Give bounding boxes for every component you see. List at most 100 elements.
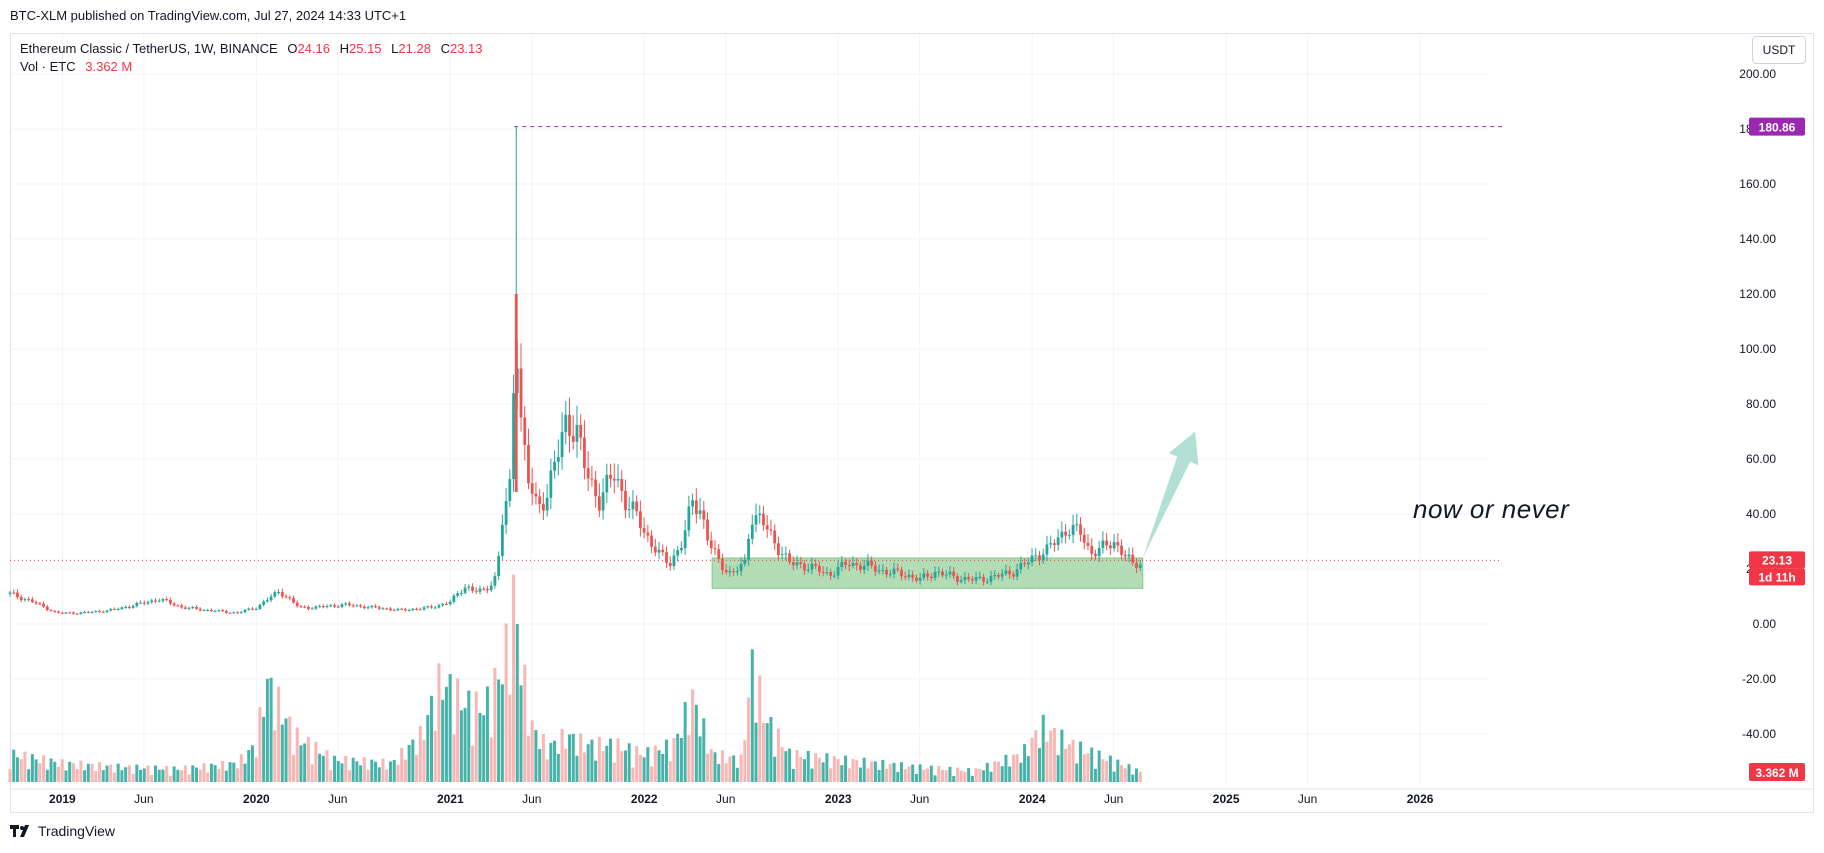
- candle-body[interactable]: [881, 569, 885, 571]
- candle-body[interactable]: [176, 605, 180, 607]
- candle-body[interactable]: [568, 414, 571, 436]
- candle-body[interactable]: [474, 590, 478, 592]
- candle-body[interactable]: [284, 596, 288, 598]
- candle-body[interactable]: [978, 576, 982, 578]
- candle-body[interactable]: [612, 478, 616, 481]
- candle-body[interactable]: [985, 581, 989, 583]
- candle-body[interactable]: [79, 612, 83, 614]
- candle-body[interactable]: [433, 607, 437, 609]
- candle-body[interactable]: [314, 606, 318, 609]
- candle-body[interactable]: [680, 548, 683, 551]
- candle-body[interactable]: [661, 549, 665, 553]
- candle-body[interactable]: [19, 597, 23, 601]
- candle-body[interactable]: [1086, 542, 1090, 546]
- candle-body[interactable]: [109, 609, 113, 611]
- candle-body[interactable]: [1004, 570, 1008, 574]
- candle-body[interactable]: [131, 605, 135, 608]
- candle-body[interactable]: [437, 605, 441, 608]
- candle-body[interactable]: [825, 572, 829, 574]
- candle-body[interactable]: [583, 437, 586, 469]
- candle-body[interactable]: [116, 609, 120, 611]
- candle-body[interactable]: [508, 479, 512, 502]
- candle-body[interactable]: [265, 600, 269, 602]
- candle-body[interactable]: [624, 490, 627, 511]
- candle-body[interactable]: [929, 576, 933, 578]
- candle-body[interactable]: [86, 612, 90, 614]
- candle-body[interactable]: [672, 555, 676, 567]
- candle-body[interactable]: [926, 573, 929, 577]
- candle-body[interactable]: [336, 606, 340, 608]
- candle-body[interactable]: [224, 611, 228, 613]
- candle-body[interactable]: [974, 577, 978, 581]
- candle-body[interactable]: [948, 571, 952, 575]
- candle-body[interactable]: [262, 601, 266, 605]
- candle-body[interactable]: [803, 563, 806, 571]
- candle-body[interactable]: [478, 588, 482, 592]
- candle-body[interactable]: [377, 607, 381, 609]
- candle-body[interactable]: [665, 552, 668, 563]
- candle-body[interactable]: [541, 504, 545, 511]
- candle-body[interactable]: [359, 605, 363, 607]
- candle-body[interactable]: [560, 432, 564, 458]
- candle-body[interactable]: [27, 599, 31, 601]
- candle-body[interactable]: [1026, 562, 1030, 565]
- candle-body[interactable]: [243, 609, 247, 613]
- candle-body[interactable]: [959, 580, 963, 582]
- candle-body[interactable]: [497, 555, 501, 577]
- candle-body[interactable]: [1071, 524, 1075, 536]
- candle-body[interactable]: [303, 606, 307, 608]
- candle-body[interactable]: [139, 602, 142, 604]
- candle-body[interactable]: [396, 608, 400, 611]
- candle-body[interactable]: [967, 576, 971, 580]
- candle-body[interactable]: [441, 603, 445, 606]
- candle-body[interactable]: [1138, 564, 1142, 568]
- candle-body[interactable]: [333, 605, 336, 607]
- candle-body[interactable]: [1023, 563, 1026, 565]
- candle-body[interactable]: [538, 496, 542, 505]
- candle-body[interactable]: [53, 610, 57, 612]
- candle-body[interactable]: [616, 478, 620, 481]
- candle-body[interactable]: [1060, 531, 1064, 538]
- candle-body[interactable]: [907, 574, 911, 577]
- candle-body[interactable]: [556, 457, 560, 462]
- candle-body[interactable]: [773, 530, 777, 544]
- candle-body[interactable]: [739, 564, 743, 572]
- candle-body[interactable]: [113, 609, 116, 611]
- candle-body[interactable]: [269, 596, 273, 601]
- candle-body[interactable]: [762, 513, 765, 526]
- candle-body[interactable]: [150, 600, 154, 603]
- candle-body[interactable]: [459, 592, 463, 594]
- footer-brand[interactable]: TradingView: [38, 823, 116, 839]
- candle-body[interactable]: [101, 611, 105, 613]
- candle-body[interactable]: [818, 565, 821, 572]
- candle-body[interactable]: [310, 608, 314, 610]
- candle-body[interactable]: [288, 597, 292, 599]
- candle-body[interactable]: [1090, 545, 1094, 554]
- candle-body[interactable]: [325, 606, 329, 608]
- candle-body[interactable]: [780, 554, 784, 556]
- candle-body[interactable]: [855, 563, 859, 566]
- candle-body[interactable]: [724, 569, 728, 573]
- candle-body[interactable]: [366, 607, 370, 609]
- candle-body[interactable]: [8, 592, 12, 594]
- candle-body[interactable]: [180, 605, 183, 608]
- candle-body[interactable]: [307, 607, 310, 609]
- candle-body[interactable]: [247, 608, 251, 610]
- candle-body[interactable]: [142, 602, 146, 604]
- candle-body[interactable]: [956, 576, 959, 582]
- candle-body[interactable]: [840, 561, 844, 568]
- candle-body[interactable]: [157, 600, 161, 602]
- candle-body[interactable]: [933, 572, 937, 578]
- candle-body[interactable]: [273, 592, 277, 597]
- candle-body[interactable]: [254, 608, 258, 610]
- candle-body[interactable]: [362, 606, 366, 609]
- candle-body[interactable]: [321, 606, 325, 608]
- candle-body[interactable]: [915, 577, 918, 581]
- candle-body[interactable]: [1094, 553, 1097, 557]
- candle-body[interactable]: [799, 562, 803, 564]
- candle-body[interactable]: [187, 607, 191, 609]
- candle-body[interactable]: [1041, 554, 1045, 561]
- candle-body[interactable]: [16, 592, 19, 598]
- arrow-up-icon[interactable]: [1142, 431, 1199, 559]
- candle-body[interactable]: [221, 610, 225, 612]
